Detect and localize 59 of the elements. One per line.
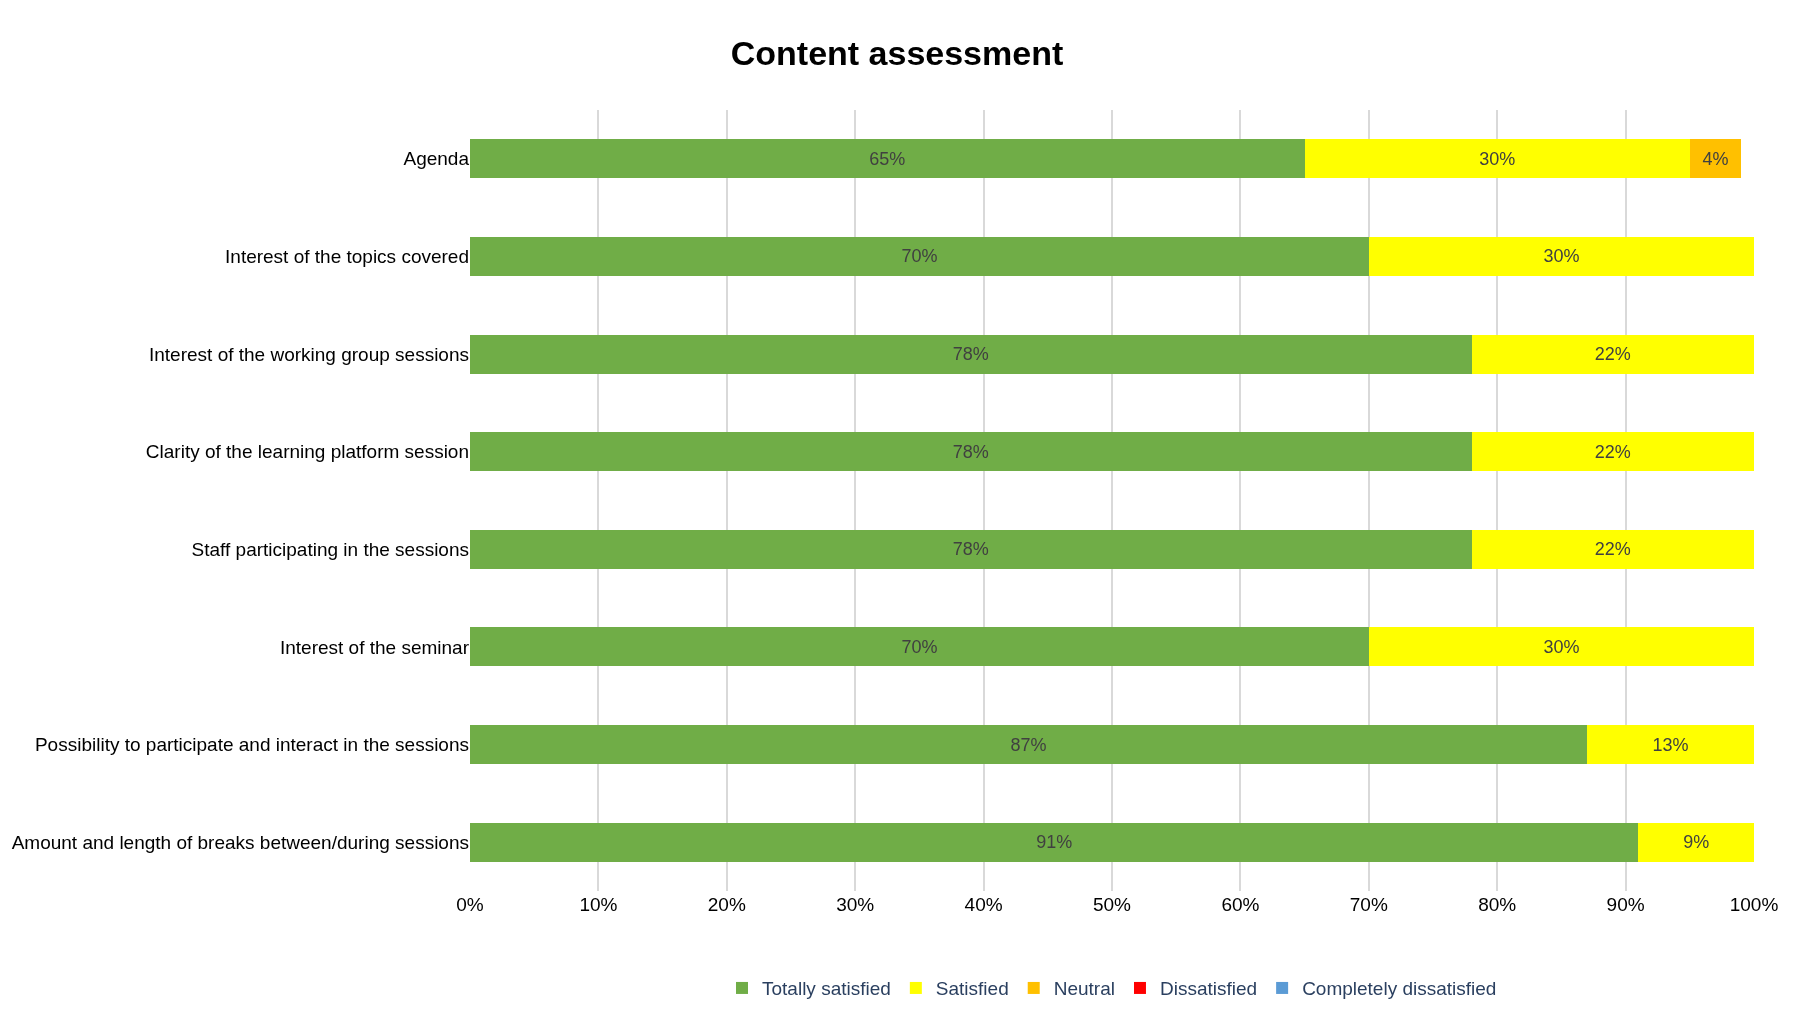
data-label: 87% [1010, 734, 1047, 755]
data-label: 22% [1594, 344, 1631, 365]
y-tick-label: Interest of the topics covered [225, 246, 469, 268]
x-tick-label: 60% [1221, 894, 1260, 915]
bar [1471, 334, 1754, 374]
x-tick-label: 50% [1092, 894, 1132, 915]
y-tick-label: Possibility to participate and interact in the sessions [34, 734, 469, 756]
bar [470, 725, 1588, 765]
y-tick-label: Agenda [403, 148, 470, 170]
data-label: 30% [1543, 636, 1580, 657]
y-tick-label: Staff participating in the sessions [191, 538, 469, 560]
bar [470, 529, 1472, 569]
x-tick-label: 70% [1349, 894, 1388, 915]
bar [1368, 236, 1754, 276]
data-label: 78% [952, 441, 989, 462]
data-label: 22% [1594, 441, 1631, 462]
data-label: 70% [901, 636, 938, 657]
data-label: 30% [1543, 246, 1580, 267]
legend-label: Totally satisfied [762, 978, 891, 1000]
bar [1368, 627, 1754, 667]
bar [470, 236, 1369, 276]
bar [470, 627, 1369, 667]
data-label: 9% [1683, 832, 1710, 853]
bar [470, 334, 1472, 374]
y-tick-label: Interest of the working group sessions [148, 343, 469, 365]
legend-label: Satisfied [935, 978, 1009, 1000]
legend-label: Completely dissatisfied [1302, 978, 1497, 1000]
bar [1638, 822, 1754, 862]
legend-label: Neutral [1053, 978, 1115, 1000]
bar [470, 139, 1305, 179]
data-label: 78% [952, 539, 989, 560]
y-tick-label: Amount and length of breaks between/during sessions [11, 831, 469, 853]
bar [1304, 139, 1690, 179]
x-tick-label: 40% [964, 894, 1003, 915]
bar [1471, 432, 1754, 472]
data-label: 65% [869, 148, 906, 169]
bar [1471, 529, 1754, 569]
legend-label: Dissatisfied [1159, 978, 1258, 1000]
x-tick-label: 90% [1606, 894, 1645, 915]
data-label: 4% [1702, 148, 1729, 169]
x-tick-label: 30% [836, 894, 875, 915]
y-tick-label: Clarity of the learning platform session [145, 441, 469, 463]
x-tick-label: 100% [1729, 894, 1779, 915]
data-label: 70% [901, 246, 938, 267]
x-tick-label: 80% [1478, 894, 1517, 915]
bar [1587, 725, 1754, 765]
data-label: 30% [1479, 148, 1516, 169]
data-label: 78% [952, 344, 989, 365]
bar [470, 822, 1639, 862]
bar [470, 432, 1472, 472]
chart-title: Content assessment [730, 33, 1064, 72]
bar [1689, 139, 1742, 179]
data-label: 91% [1036, 832, 1073, 853]
data-label: 13% [1652, 734, 1689, 755]
y-tick-label: Interest of the seminar [279, 636, 470, 658]
x-tick-label: 0% [456, 894, 484, 915]
x-tick-label: 20% [707, 894, 746, 915]
data-label: 22% [1594, 539, 1631, 560]
x-tick-label: 10% [579, 894, 618, 915]
